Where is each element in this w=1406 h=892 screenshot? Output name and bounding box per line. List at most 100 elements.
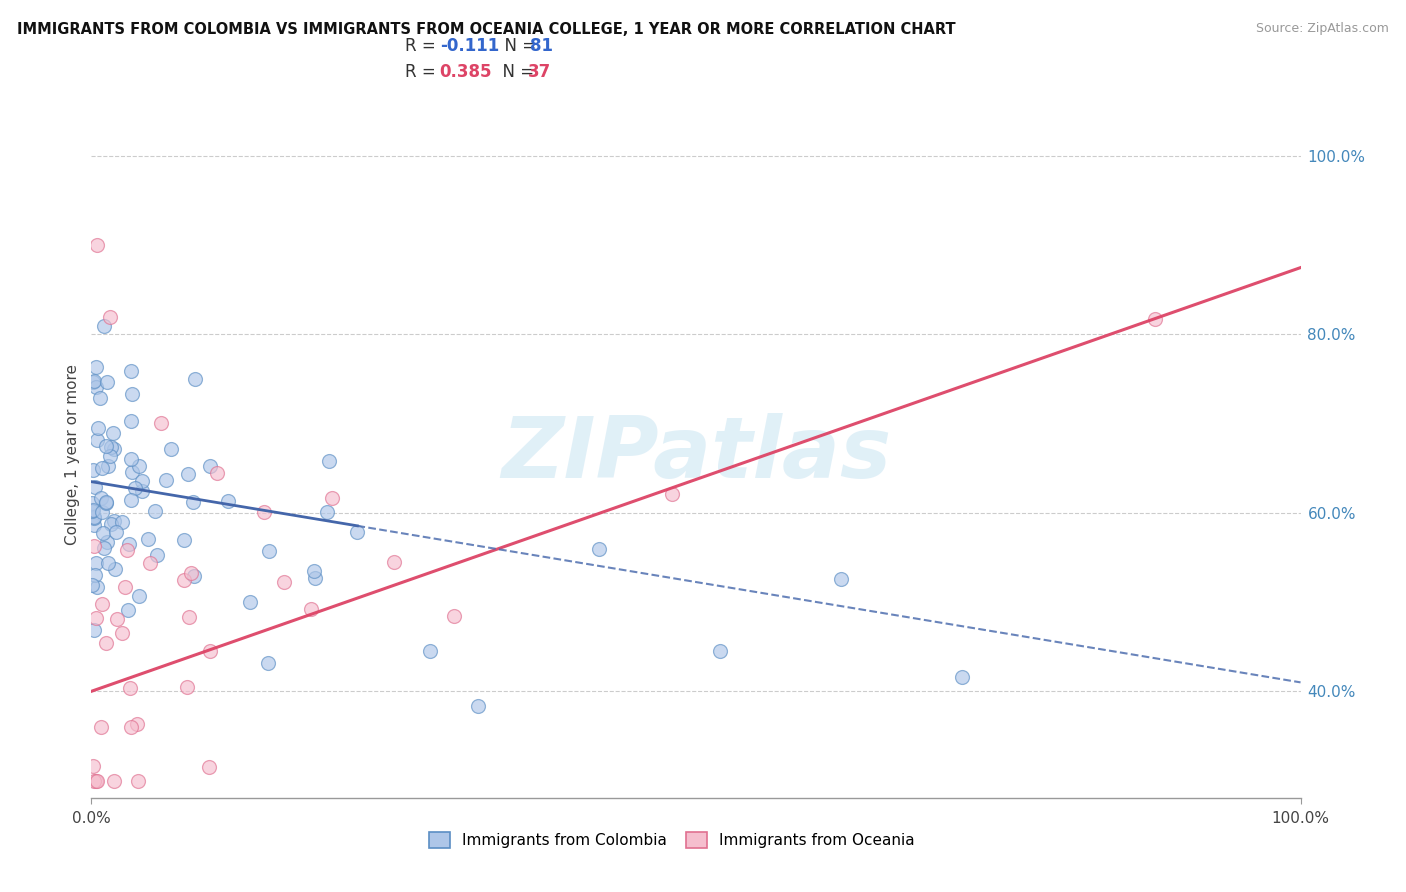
Point [84,773,107,788]
Point [111,515,134,529]
Point [121,465,143,479]
Point [143,504,166,518]
Point [588,542,610,557]
Point [82,503,104,517]
Point [180,566,202,581]
Point [90,505,112,519]
Y-axis label: College, 1 year or more: College, 1 year or more [65,365,80,545]
Point [155,473,177,487]
Point [86,434,108,448]
Point [173,533,195,547]
Point [100,517,122,532]
Text: -0.111: -0.111 [440,37,499,55]
Point [103,515,125,529]
Point [101,425,124,440]
Point [111,625,134,640]
Point [91,461,114,475]
Point [86,580,108,594]
Point [138,532,160,546]
Point [89,391,111,405]
Point [205,466,228,480]
Point [96,535,118,549]
Text: R =: R = [405,62,440,80]
Point [83,773,105,788]
Point [84,610,107,624]
Point [443,608,465,623]
Text: IMMIGRANTS FROM COLOMBIA VS IMMIGRANTS FROM OCEANIA COLLEGE, 1 YEAR OR MORE CORR: IMMIGRANTS FROM COLOMBIA VS IMMIGRANTS F… [17,22,956,37]
Point [82,463,104,477]
Point [82,759,104,773]
Point [321,491,343,506]
Point [118,537,141,551]
Text: N =: N = [492,62,538,80]
Text: 37: 37 [527,62,551,80]
Point [96,375,118,389]
Point [90,491,112,505]
Point [83,511,105,525]
Point [198,458,221,473]
Point [120,492,142,507]
Point [315,505,337,519]
Point [86,238,108,252]
Point [149,416,172,430]
Point [93,541,115,556]
Point [125,716,148,731]
Point [709,644,731,658]
Point [173,573,195,587]
Point [115,542,138,557]
Point [121,386,143,401]
Point [346,524,368,539]
Point [382,555,405,569]
Point [419,644,441,658]
Point [120,451,142,466]
Point [183,569,205,583]
Point [177,610,200,624]
Point [120,364,142,378]
Point [96,496,118,510]
Point [91,597,114,611]
Point [84,380,107,394]
Point [83,624,105,638]
Point [80,577,103,591]
Point [103,773,125,788]
Point [200,644,222,658]
Point [257,656,280,670]
Point [259,544,281,558]
Point [80,496,103,510]
Point [176,680,198,694]
Point [105,612,128,626]
Point [120,721,142,735]
Point [198,760,221,774]
Point [91,525,114,540]
Point [304,571,326,585]
Point [830,572,852,586]
Point [1144,311,1167,326]
Point [176,467,198,481]
Point [139,556,162,570]
Point [318,453,340,467]
Point [86,773,108,788]
Point [273,574,295,589]
Point [84,556,107,570]
Point [82,375,104,389]
Point [100,441,122,455]
Text: R =: R = [405,37,440,55]
Legend: Immigrants from Colombia, Immigrants from Oceania: Immigrants from Colombia, Immigrants fro… [422,824,922,856]
Point [302,564,325,578]
Point [83,375,105,389]
Point [299,602,322,616]
Point [217,494,239,508]
Point [131,474,153,488]
Text: N =: N = [494,37,541,55]
Point [159,442,181,456]
Point [94,494,117,508]
Point [97,556,120,570]
Point [128,458,150,473]
Point [83,517,105,532]
Point [104,562,127,576]
Point [93,318,115,333]
Point [467,698,489,713]
Point [90,721,112,735]
Point [114,581,136,595]
Point [131,484,153,499]
